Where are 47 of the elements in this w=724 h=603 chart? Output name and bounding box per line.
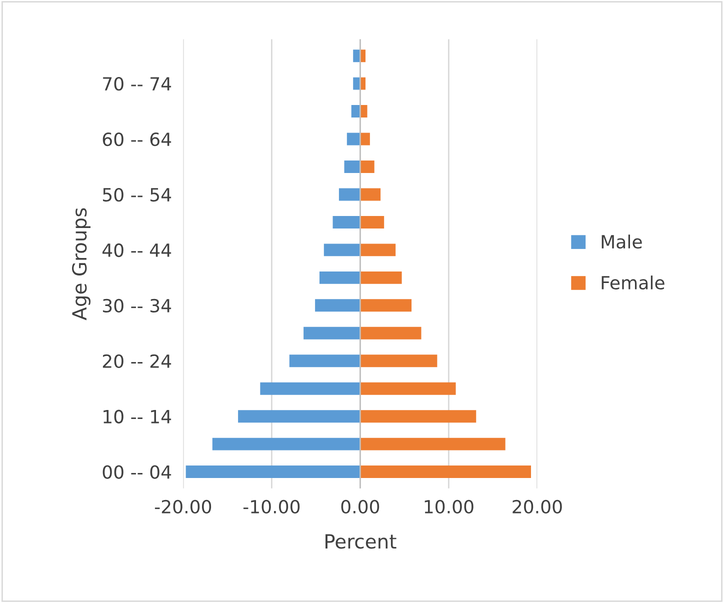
bar <box>360 216 384 228</box>
bar <box>186 466 360 478</box>
x-tick-label: -20.00 <box>154 500 212 514</box>
bar <box>353 77 360 90</box>
bar <box>238 410 360 423</box>
x-axis-title: Percent <box>326 534 396 549</box>
bar <box>344 160 360 173</box>
bar <box>360 326 422 340</box>
x-tick-label: 10.00 <box>424 500 474 514</box>
bar <box>289 354 360 368</box>
bar <box>360 188 381 201</box>
y-tick-label: 10 -- 14 <box>104 410 172 424</box>
bar <box>351 105 360 118</box>
bar <box>360 438 506 450</box>
x-tick-label: 20.00 <box>512 500 562 514</box>
legend-label: Female <box>602 276 664 290</box>
bar <box>319 271 360 284</box>
bar <box>360 410 476 423</box>
bar <box>360 105 368 118</box>
y-tick-label: 40 -- 44 <box>102 243 172 258</box>
bar <box>360 382 456 395</box>
bar <box>324 244 360 256</box>
y-tick-label: 00 -- 04 <box>102 465 172 479</box>
bar <box>338 188 360 201</box>
bar <box>360 299 412 312</box>
bar <box>360 271 402 284</box>
bar <box>260 382 360 395</box>
bar <box>360 466 532 478</box>
bar <box>332 216 360 228</box>
y-axis-title: Age Groups <box>72 208 90 320</box>
legend-label: Male <box>602 234 642 249</box>
bar <box>212 438 360 450</box>
bar <box>315 299 360 312</box>
x-tick-label: 0.00 <box>341 500 380 514</box>
bar <box>360 244 396 256</box>
y-tick-label: 50 -- 54 <box>103 188 172 202</box>
bar <box>353 50 360 62</box>
y-tick-label: 70 -- 74 <box>103 77 172 91</box>
bar <box>360 132 370 146</box>
bar <box>346 132 360 146</box>
y-tick-label: 20 -- 24 <box>102 354 172 368</box>
y-tick-label: 30 -- 34 <box>102 298 172 313</box>
bar <box>360 160 374 173</box>
bar <box>360 354 438 368</box>
y-tick-label: 60 -- 64 <box>102 132 172 146</box>
x-tick-label: -10.00 <box>243 500 300 514</box>
bar <box>304 326 360 340</box>
